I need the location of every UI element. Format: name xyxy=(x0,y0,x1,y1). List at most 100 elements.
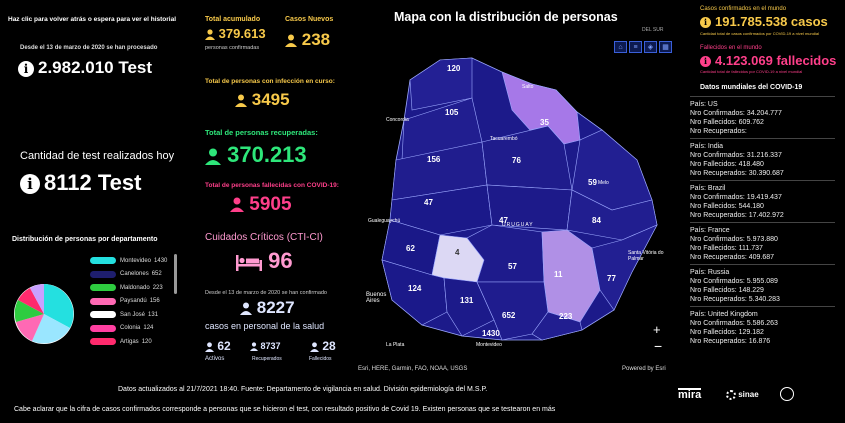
city-label: Tacuarembó xyxy=(490,136,518,142)
person-icon xyxy=(205,342,214,352)
country-card[interactable]: País: India Nro Confirmados: 31.216.337 Nr… xyxy=(690,138,835,180)
legend-label: Maldonado xyxy=(120,284,150,291)
recup-label: Recuperados xyxy=(252,356,282,362)
home-icon[interactable]: ⌂ xyxy=(614,41,627,53)
map-value[interactable]: 652 xyxy=(502,311,516,320)
country-card[interactable]: País: Russia Nro Confirmados: 5.955.089 Nr… xyxy=(690,264,835,306)
zoom-out-button[interactable]: − xyxy=(654,338,663,354)
map-value[interactable]: 105 xyxy=(445,108,459,117)
country-rec: Nro Recuperados: 17.402.972 xyxy=(690,212,784,219)
map-value[interactable]: 120 xyxy=(447,64,461,73)
legend-item[interactable]: Colonia 124 xyxy=(90,322,174,336)
map-toolbar: ⌂ ≡ ◈ ▦ xyxy=(612,36,672,54)
map-value[interactable]: 77 xyxy=(607,274,616,283)
legend-item[interactable]: Paysandú 156 xyxy=(90,295,174,309)
map-value[interactable]: 59 xyxy=(588,178,597,187)
back-hint: Haz clic para volver atrás o espera para… xyxy=(8,16,177,23)
person-icon xyxy=(235,94,247,108)
legend-item[interactable]: San José 131 xyxy=(90,308,174,322)
world-dead-sub: Cantidad total de fallecidos por COVID-1… xyxy=(700,69,803,74)
map-value[interactable]: 131 xyxy=(460,296,474,305)
map-value[interactable]: 35 xyxy=(540,118,549,127)
cti-label: Cuidados Críticos (CTI-CI) xyxy=(205,232,323,243)
uruguay-map[interactable] xyxy=(352,50,672,370)
world-conf-sub: Cantidad total de casos confirmados por … xyxy=(700,31,819,36)
country-pais: País: Brazil xyxy=(690,185,726,192)
casos-nuevos-value: 238 xyxy=(285,30,330,50)
legend-swatch xyxy=(90,297,116,305)
country-card[interactable]: País: United Kingdom Nro Confirmados: 5.5… xyxy=(690,306,835,348)
city-label: URUGUAY xyxy=(502,222,534,228)
msp-logo-icon xyxy=(780,387,794,401)
country-pais: País: United Kingdom xyxy=(690,311,758,318)
layers-icon[interactable]: ◈ xyxy=(644,41,657,53)
map-value[interactable]: 76 xyxy=(512,156,521,165)
person-icon xyxy=(285,34,297,48)
total-acum-label: Total acumulado xyxy=(205,16,261,23)
info-icon: i xyxy=(18,60,34,77)
map-value[interactable]: 11 xyxy=(554,270,563,279)
fallecidas-value: 5905 xyxy=(230,194,292,216)
country-fall: Nro Fallecidos: 609.762 xyxy=(690,119,764,126)
legend-label: San José xyxy=(120,311,146,318)
person-icon xyxy=(205,29,215,41)
country-list[interactable]: País: US Nro Confirmados: 34.204.777 Nro F… xyxy=(690,96,835,372)
dept-legend: Montevideo 1430 Canelones 652 Maldonado 223 Pa… xyxy=(90,254,174,349)
grid-icon[interactable]: ▦ xyxy=(659,41,672,53)
city-label: DEL SUR xyxy=(642,27,664,33)
total-tests: i 2.982.010 Test xyxy=(18,58,152,78)
map-value[interactable]: 47 xyxy=(499,216,508,225)
map-value[interactable]: 47 xyxy=(424,198,433,207)
legend-scrollbar[interactable] xyxy=(174,254,177,294)
country-pais: País: France xyxy=(690,227,730,234)
total-acum-sub: personas confirmadas xyxy=(205,45,260,51)
curso-value: 3495 xyxy=(235,90,290,110)
footer-updated: Datos actualizados al 21/7/2021 18:40. F… xyxy=(118,386,488,393)
sinae-icon xyxy=(726,390,736,400)
country-fall: Nro Fallecidos: 544.180 xyxy=(690,203,764,210)
legend-value: 124 xyxy=(143,325,154,332)
city-label: Buenos Aires xyxy=(366,292,387,304)
map-value[interactable]: 62 xyxy=(406,244,415,253)
legend-label: Canelones xyxy=(120,271,149,278)
country-conf: Nro Confirmados: 19.419.437 xyxy=(690,194,782,201)
legend-item[interactable]: Maldonado 223 xyxy=(90,281,174,295)
country-rec: Nro Recuperados: 30.390.687 xyxy=(690,170,784,177)
map-panel[interactable]: Mapa con la distribución de personas ⌂ ≡ ◈… xyxy=(352,0,672,378)
sinae-logo: sinae xyxy=(726,390,759,400)
country-fall: Nro Fallecidos: 148.229 xyxy=(690,287,764,294)
country-pais: País: US xyxy=(690,101,718,108)
legend-value: 131 xyxy=(148,311,159,318)
info-icon: i xyxy=(700,56,711,68)
legend-swatch xyxy=(90,324,116,332)
country-card[interactable]: País: France Nro Confirmados: 5.973.880 Nr… xyxy=(690,222,835,264)
map-attribution: Esri, HERE, Garmin, FAO, NOAA, USGS xyxy=(358,366,468,372)
country-fall: Nro Fallecidos: 111.737 xyxy=(690,245,763,252)
fall-value: 28 xyxy=(310,339,336,353)
map-value[interactable]: 4 xyxy=(455,248,460,257)
recuperadas-label: Total de personas recuperadas: xyxy=(205,128,318,137)
confirm-value: 8227 xyxy=(240,298,295,318)
legend-label: Colonia xyxy=(120,325,141,332)
country-pais: País: India xyxy=(690,143,724,150)
total-acum-value: 379.613 xyxy=(205,26,266,41)
map-value[interactable]: 1430 xyxy=(482,329,500,338)
map-powered[interactable]: Powered by Esri xyxy=(622,366,666,372)
legend-item[interactable]: Canelones 652 xyxy=(90,268,174,282)
legend-item[interactable]: Artigas 120 xyxy=(90,335,174,349)
country-card[interactable]: País: Brazil Nro Confirmados: 19.419.437 N… xyxy=(690,180,835,222)
country-rec: Nro Recuperados: 5.340.283 xyxy=(690,296,780,303)
map-value[interactable]: 124 xyxy=(408,284,422,293)
world-conf-label: Casos confirmados en el mundo xyxy=(700,6,787,12)
country-card[interactable]: País: US Nro Confirmados: 34.204.777 Nro F… xyxy=(690,96,835,138)
zoom-in-button[interactable]: + xyxy=(653,322,661,337)
map-value[interactable]: 57 xyxy=(508,262,517,271)
list-icon[interactable]: ≡ xyxy=(629,41,642,53)
map-value[interactable]: 223 xyxy=(559,312,573,321)
legend-value: 223 xyxy=(152,284,163,291)
legend-item[interactable]: Montevideo 1430 xyxy=(90,254,174,268)
city-label: La Plata xyxy=(386,342,405,348)
map-value[interactable]: 84 xyxy=(592,216,601,225)
map-value[interactable]: 156 xyxy=(427,155,441,164)
world-title: Datos mundiales del COVID-19 xyxy=(700,84,803,91)
